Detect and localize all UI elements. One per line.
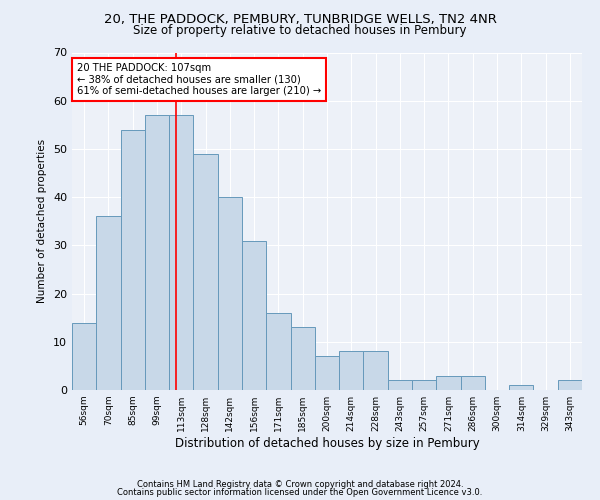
Bar: [169, 115, 193, 390]
Bar: [193, 154, 218, 390]
Bar: [72, 322, 96, 390]
Bar: [461, 376, 485, 390]
Bar: [339, 352, 364, 390]
Bar: [242, 240, 266, 390]
Bar: [364, 352, 388, 390]
Bar: [315, 356, 339, 390]
Bar: [290, 328, 315, 390]
Bar: [509, 385, 533, 390]
Bar: [436, 376, 461, 390]
Bar: [558, 380, 582, 390]
Bar: [388, 380, 412, 390]
Text: 20 THE PADDOCK: 107sqm
← 38% of detached houses are smaller (130)
61% of semi-de: 20 THE PADDOCK: 107sqm ← 38% of detached…: [77, 62, 322, 96]
Bar: [266, 313, 290, 390]
Bar: [121, 130, 145, 390]
Text: 20, THE PADDOCK, PEMBURY, TUNBRIDGE WELLS, TN2 4NR: 20, THE PADDOCK, PEMBURY, TUNBRIDGE WELL…: [104, 12, 496, 26]
Text: Contains HM Land Registry data © Crown copyright and database right 2024.: Contains HM Land Registry data © Crown c…: [137, 480, 463, 489]
Bar: [96, 216, 121, 390]
Bar: [218, 197, 242, 390]
Text: Size of property relative to detached houses in Pembury: Size of property relative to detached ho…: [133, 24, 467, 37]
X-axis label: Distribution of detached houses by size in Pembury: Distribution of detached houses by size …: [175, 437, 479, 450]
Text: Contains public sector information licensed under the Open Government Licence v3: Contains public sector information licen…: [118, 488, 482, 497]
Y-axis label: Number of detached properties: Number of detached properties: [37, 139, 47, 304]
Bar: [412, 380, 436, 390]
Bar: [145, 115, 169, 390]
